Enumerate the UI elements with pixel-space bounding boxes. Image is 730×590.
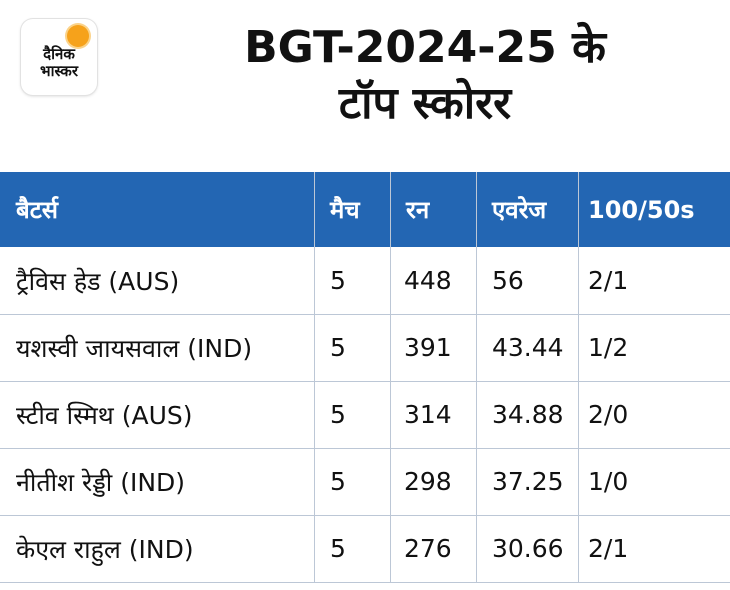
cell-batter: स्टीव स्मिथ (AUS) [16,400,193,430]
header-runs: रन [406,196,430,224]
title-line2: टॉप स्कोरर [338,78,512,129]
column-divider [314,172,315,582]
cell-average: 30.66 [492,534,564,563]
header-batters: बैटर्स [16,196,59,224]
cell-average: 56 [492,266,524,295]
cell-matches: 5 [330,534,346,563]
table-row: स्टीव स्मिथ (AUS) 5 314 34.88 2/0 [0,381,730,448]
cell-matches: 5 [330,467,346,496]
header-average: एवरेज [492,196,547,224]
cell-average: 34.88 [492,400,564,429]
column-divider [390,172,391,582]
cell-average: 43.44 [492,333,564,362]
row-divider [0,448,730,449]
header-matches: मैच [330,196,360,224]
title-line1: BGT-2024-25 के [244,22,606,73]
cell-hundreds-fifties: 2/1 [588,534,629,563]
logo-line2: भास्कर [40,62,78,80]
cell-runs: 314 [404,400,452,429]
row-divider [0,381,730,382]
cell-hundreds-fifties: 2/0 [588,400,629,429]
row-divider [0,314,730,315]
row-divider [0,515,730,516]
table-row: नीतीश रेड्डी (IND) 5 298 37.25 1/0 [0,448,730,515]
cell-runs: 276 [404,534,452,563]
cell-batter: नीतीश रेड्डी (IND) [16,467,186,497]
top-scorers-table: बैटर्स मैच रन एवरेज 100/50s ट्रैविस हेड … [0,172,730,590]
cell-batter: यशस्वी जायसवाल (IND) [16,333,253,363]
row-divider [0,582,730,583]
cell-runs: 391 [404,333,452,362]
cell-hundreds-fifties: 1/0 [588,467,629,496]
column-divider [578,172,579,582]
cell-hundreds-fifties: 2/1 [588,266,629,295]
cell-batter: केएल राहुल (IND) [16,534,194,564]
cell-matches: 5 [330,400,346,429]
cell-matches: 5 [330,266,346,295]
table-row: केएल राहुल (IND) 5 276 30.66 2/1 [0,515,730,582]
cell-runs: 448 [404,266,452,295]
cell-average: 37.25 [492,467,564,496]
cell-runs: 298 [404,467,452,496]
logo-line1: दैनिक [43,45,75,63]
cell-matches: 5 [330,333,346,362]
page-title: BGT-2024-25 के टॉप स्कोरर [120,20,730,132]
table-row: ट्रैविस हेड (AUS) 5 448 56 2/1 [0,247,730,314]
cell-hundreds-fifties: 1/2 [588,333,629,362]
column-divider [476,172,477,582]
table-header-row: बैटर्स मैच रन एवरेज 100/50s [0,172,730,247]
dainik-bhaskar-logo: दैनिक भास्कर [21,19,97,95]
cell-batter: ट्रैविस हेड (AUS) [16,266,180,296]
header-hundreds-fifties: 100/50s [588,195,695,224]
sun-icon [67,25,89,47]
table-row: यशस्वी जायसवाल (IND) 5 391 43.44 1/2 [0,314,730,381]
